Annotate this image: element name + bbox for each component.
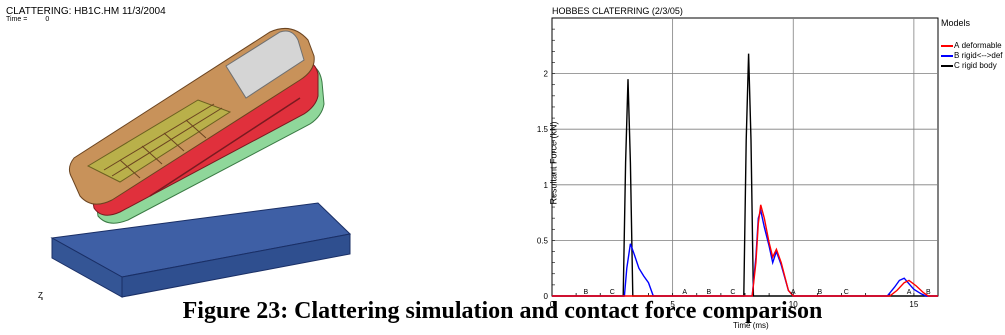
time-label: Time = [6,16,28,23]
series-marker-letter: A [907,289,912,296]
legend-letter: C [954,61,960,70]
x-tick-label: 0 [550,300,555,309]
simulation-title: CLATTERING: HB1C.HM 11/3/2004 [6,6,166,17]
legend-label: rigid body [962,61,997,70]
keypad-keys [103,103,223,179]
series-marker-letter: B [583,289,588,296]
x-axis-label: Time (ms) [733,321,769,330]
phone-keypad [86,99,232,183]
x-tick-label: 15 [909,300,918,309]
phone-screen [225,30,305,99]
figure-caption: Figure 23: Clattering simulation and con… [182,298,823,324]
series-marker-letter: C [730,289,735,296]
series-marker-letter: C [844,289,849,296]
series-marker-letter: C [610,289,615,296]
series-line-rigid-body [552,53,938,297]
x-tick-label: 5 [670,300,675,309]
legend-swatch [941,64,953,67]
axis-triad-z: Z [38,291,43,300]
phone-simulation-scene: Z Y [38,27,352,300]
series-line-deformable [552,204,938,297]
legend-swatch [941,44,953,47]
y-tick-label: 0 [544,292,549,301]
legend-entry-deformable: A deformable [941,41,1002,50]
y-tick-label: 1.5 [537,125,549,134]
legend-entry-rigid-body: C rigid body [941,61,997,70]
x-tick-label: 10 [789,300,798,309]
phone-side-stripe [149,97,301,197]
legend-title: Models [941,18,971,28]
slab-left [51,237,123,298]
chart-title: HOBBES CLATERRING (2/3/05) [552,6,683,16]
legend-label: deformable [961,41,1002,50]
y-tick-label: 0.5 [537,236,549,245]
legend-entry-rigid-def: B rigid<-->def [941,51,1003,60]
series-marker-letter: A [682,289,687,296]
legend-label: rigid<-->def [961,51,1003,60]
series-marker-letter: B [926,289,931,296]
time-value: 0 [45,16,50,23]
legend-swatch [941,54,953,57]
series-marker-letter: A [791,289,796,296]
legend-letter: A [954,41,960,50]
series-marker-letter: B [817,289,822,296]
y-tick-label: 1 [544,181,549,190]
time-readout: Time = 0 [6,16,67,23]
series-marker-letter: B [706,289,711,296]
legend-letter: B [954,51,960,60]
series-line-rigid----def [552,207,938,297]
y-tick-label: 2 [544,70,549,79]
